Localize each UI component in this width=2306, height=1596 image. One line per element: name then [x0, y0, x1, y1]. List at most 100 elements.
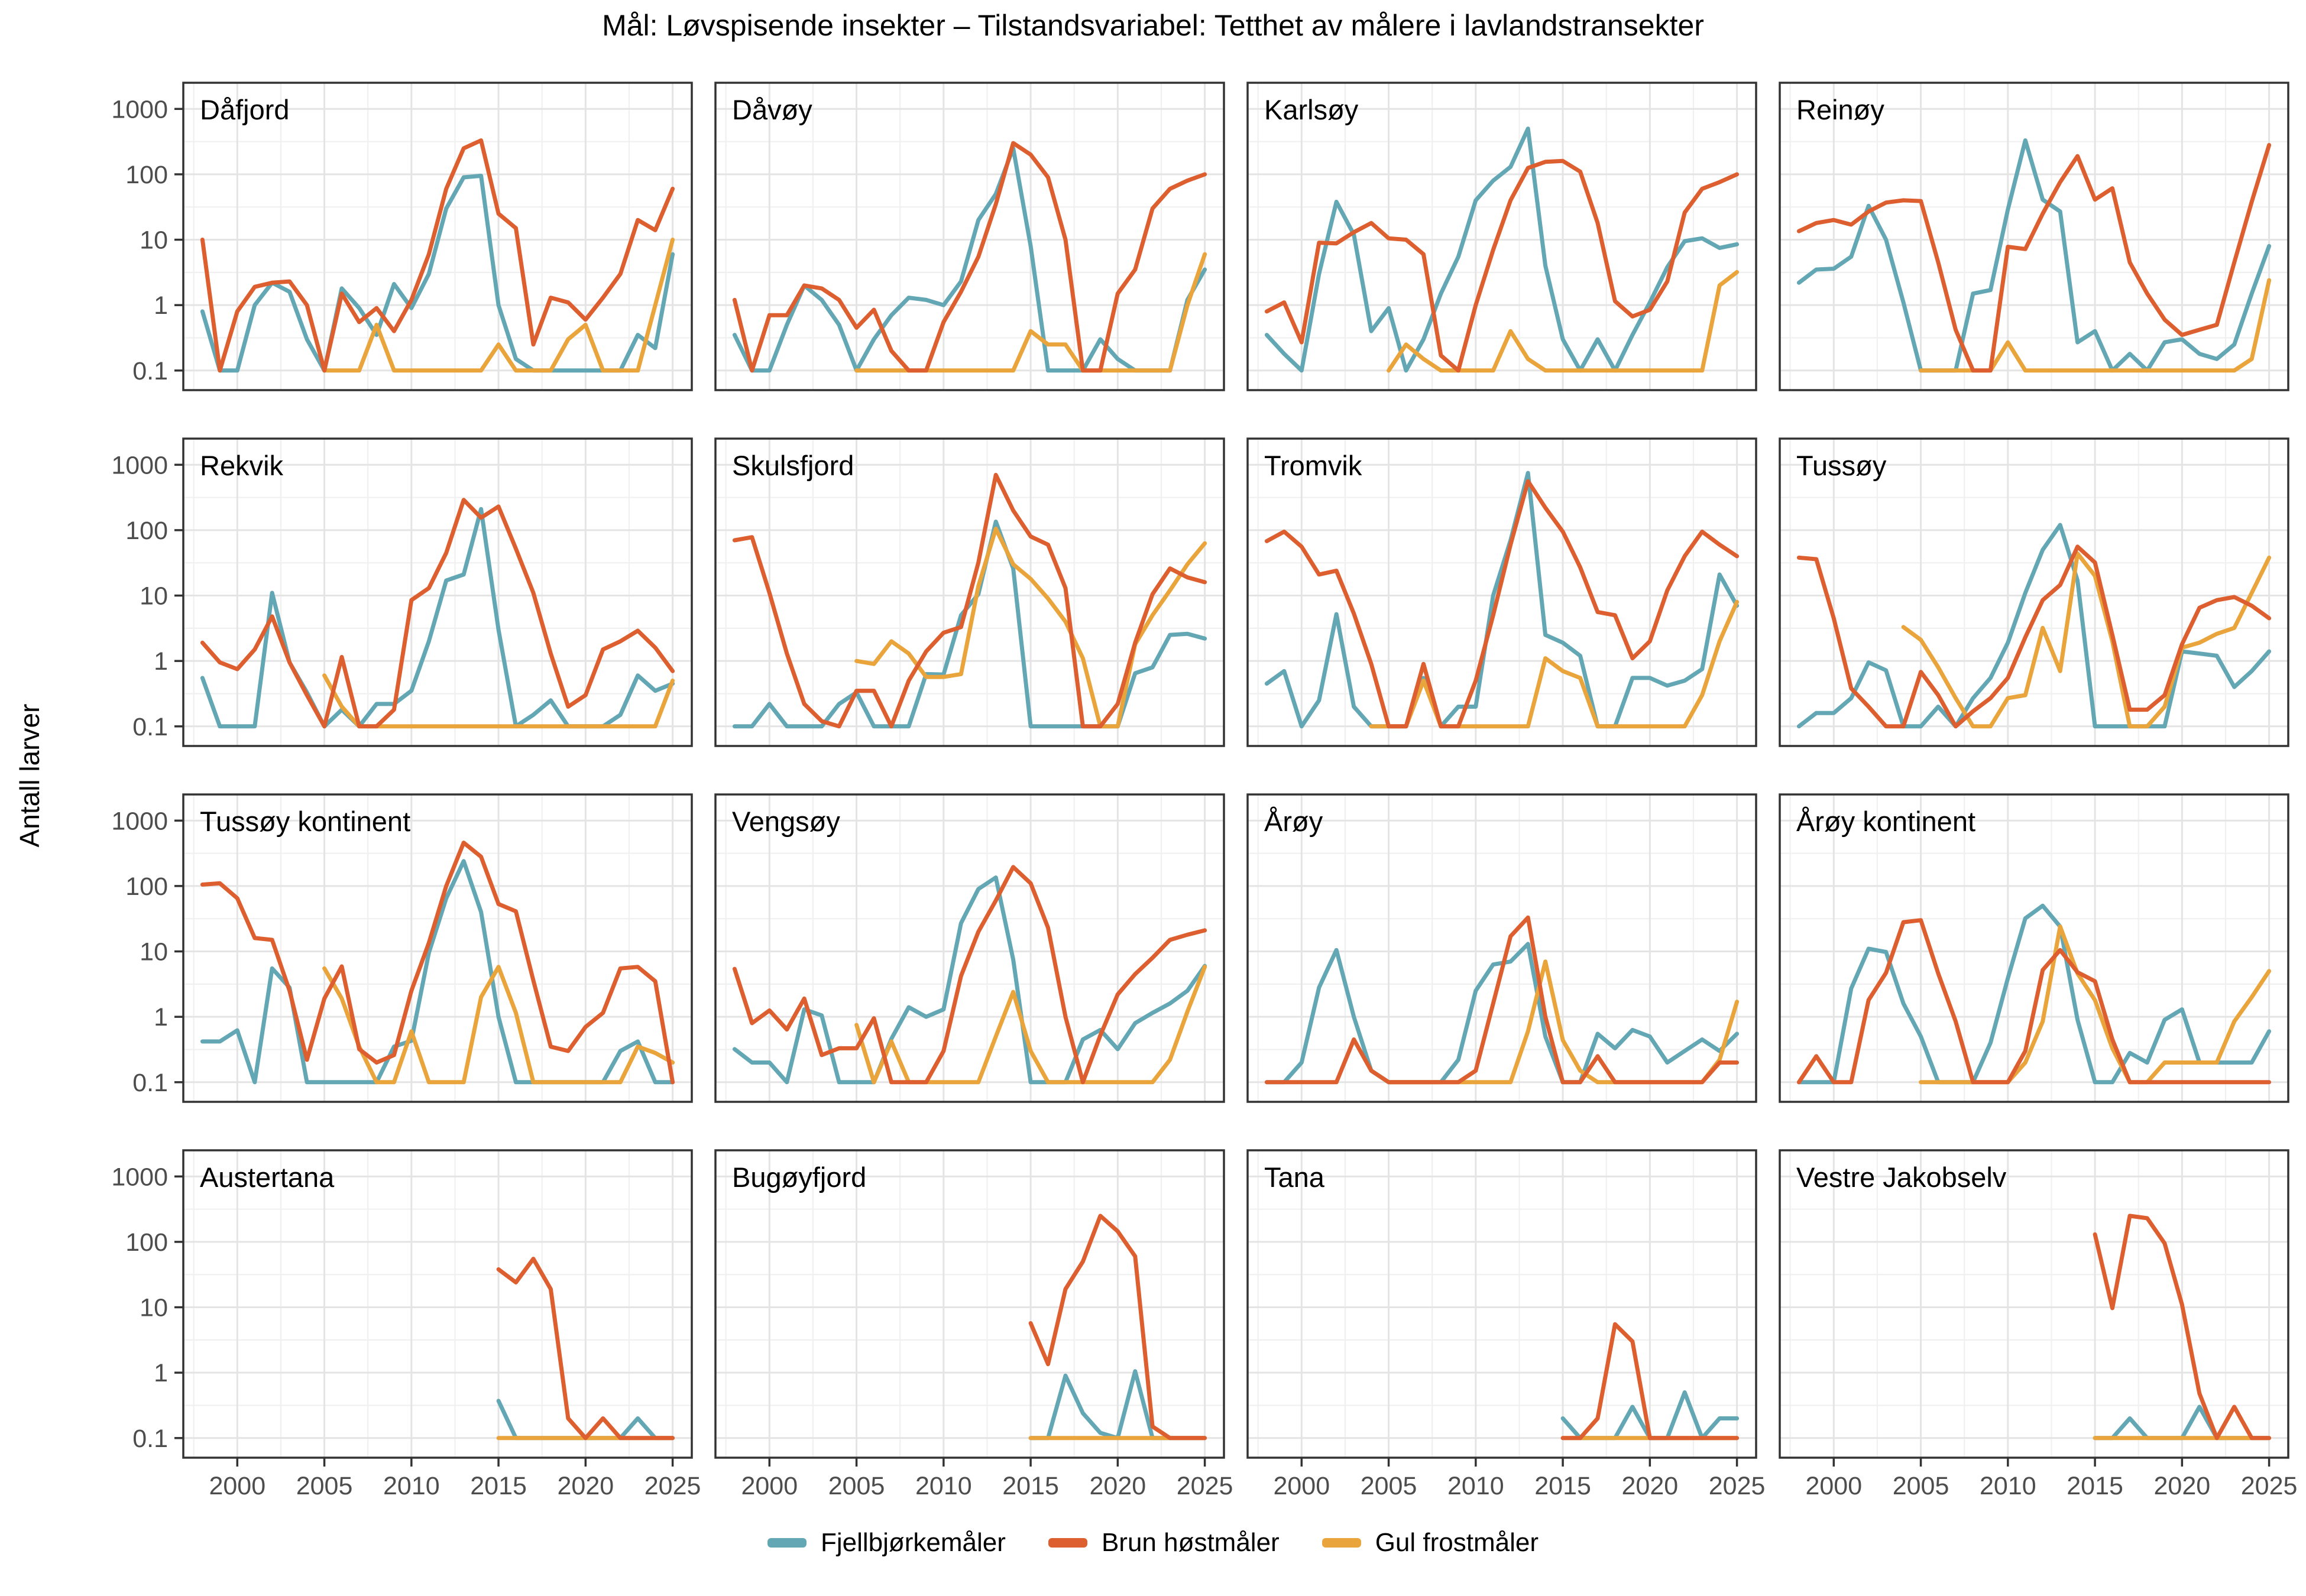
panel-label: Tussøy: [1796, 450, 1887, 481]
series-line-blue: [1264, 471, 1740, 729]
series-line-red: [496, 1257, 675, 1441]
y-tick-label: 10: [140, 226, 168, 255]
panel-label: Vengsøy: [732, 806, 840, 837]
panel-border: [182, 82, 693, 391]
chart-title: Mål: Løvspisende insekter – Tilstandsvar…: [602, 9, 1704, 42]
panel-Tussøy: Tussøy: [1779, 437, 2289, 747]
x-tick-label: 2000: [741, 1472, 798, 1500]
panel-Tussøy kontinent: Tussøy kontinent 1000 100 10 1 0.1: [111, 793, 693, 1103]
x-tick-label: 2025: [644, 1472, 701, 1500]
panel-Vengsøy: Vengsøy: [714, 793, 1225, 1103]
x-tick-label: 2025: [1709, 1472, 1766, 1500]
x-tick-label: 2015: [1002, 1472, 1059, 1500]
y-tick-label: 1000: [111, 95, 168, 124]
y-tick-label: 0.1: [132, 357, 168, 385]
panel-border: [1246, 437, 1757, 747]
series-line-red: [1264, 158, 1740, 373]
x-tick-label: 2020: [1090, 1472, 1146, 1500]
legend-label: Brun høstmåler: [1101, 1528, 1280, 1557]
x-tick-label: 2020: [1622, 1472, 1679, 1500]
x-tick-label: 2000: [209, 1472, 265, 1500]
series-line-red: [2093, 1214, 2272, 1441]
series-line-yellow: [322, 965, 675, 1085]
y-tick-label: 1000: [111, 451, 168, 479]
y-tick-label: 1000: [111, 807, 168, 835]
series-line-red: [200, 138, 675, 373]
panel-label: Dåvøy: [732, 94, 812, 125]
series-line-yellow: [1901, 551, 2272, 729]
panel-border: [1246, 793, 1757, 1103]
series-line-red: [1028, 1214, 1207, 1441]
series-line-red: [732, 865, 1207, 1085]
series-line-yellow: [1387, 270, 1740, 373]
panel-label: Skulsfjord: [732, 450, 854, 481]
y-tick-label: 10: [140, 938, 168, 966]
x-tick-label: 2000: [1273, 1472, 1330, 1500]
panel-Skulsfjord: Skulsfjord: [714, 437, 1225, 747]
x-tick-label: 2000: [1805, 1472, 1862, 1500]
panel-border: [714, 793, 1225, 1103]
series-line-blue: [1796, 523, 2272, 729]
panel-Karlsøy: Karlsøy: [1246, 82, 1757, 391]
y-tick-label: 0.1: [132, 713, 168, 741]
series-line-blue: [732, 520, 1207, 729]
y-tick-label: 1: [154, 291, 168, 320]
legend-item-brun-hostmaler: Brun høstmåler: [1048, 1528, 1280, 1558]
fjellbjorkemaler-line-swatch-icon: [767, 1538, 807, 1548]
panel-border: [182, 437, 693, 747]
series-line-red: [1796, 544, 2272, 729]
series-line-blue: [732, 875, 1207, 1085]
panel-border: [714, 82, 1225, 391]
y-tick-label: 100: [125, 161, 168, 189]
panel-label: Bugøyfjord: [732, 1162, 866, 1193]
series-line-red: [1264, 479, 1740, 729]
panel-Dåvøy: Dåvøy: [714, 82, 1225, 391]
series-line-red: [1560, 1322, 1740, 1441]
legend-item-fjellbjorkemaler: Fjellbjørkemåler: [767, 1528, 1006, 1558]
y-tick-label: 10: [140, 582, 168, 611]
panel-label: Tussøy kontinent: [200, 806, 410, 837]
y-tick-label: 100: [125, 1228, 168, 1257]
series-line-red: [200, 498, 675, 729]
series-line-blue: [200, 173, 675, 373]
series-line-blue: [732, 146, 1207, 373]
series-line-yellow: [322, 238, 675, 373]
y-tick-label: 100: [125, 517, 168, 545]
y-tick-label: 1000: [111, 1163, 168, 1191]
y-tick-label: 1: [154, 1003, 168, 1031]
panel-label: Austertana: [200, 1162, 335, 1193]
series-line-red: [1796, 918, 2272, 1085]
panel-Årøy kontinent: Årøy kontinent: [1779, 793, 2289, 1103]
y-tick-label: 100: [125, 872, 168, 901]
x-tick-label: 2020: [2154, 1472, 2211, 1500]
panel-border: [1246, 1149, 1757, 1459]
y-tick-label: 0.1: [132, 1069, 168, 1097]
panel-label: Tromvik: [1264, 450, 1362, 481]
series-line-yellow: [1369, 599, 1740, 729]
x-tick-label: 2015: [470, 1472, 527, 1500]
y-tick-label: 0.1: [132, 1425, 168, 1453]
panel-border: [1779, 1149, 2289, 1459]
series-line-blue: [1796, 903, 2272, 1085]
panel-border: [1779, 793, 2289, 1103]
panel-Tromvik: Tromvik: [1246, 437, 1757, 747]
panel-Tana: Tana 2000 2005 2010 2015 2020 2025: [1246, 1149, 1766, 1500]
panel-border: [714, 437, 1225, 747]
series-line-red: [200, 841, 675, 1085]
brun-hostmaler-line-swatch-icon: [1048, 1538, 1087, 1548]
series-line-red: [732, 472, 1207, 729]
panel-Reinøy: Reinøy: [1779, 82, 2289, 391]
y-tick-label: 1: [154, 1359, 168, 1387]
panel-Austertana: Austertana 1000 100 10 1 0.1 2000 2005 2010 2015 2…: [111, 1149, 701, 1500]
series-line-yellow: [854, 527, 1207, 729]
x-tick-label: 2005: [1893, 1472, 1949, 1500]
x-tick-label: 2020: [558, 1472, 614, 1500]
panel-border: [1779, 82, 2289, 391]
x-tick-label: 2010: [1447, 1472, 1504, 1500]
panel-label: Vestre Jakobselv: [1796, 1162, 2007, 1193]
legend-item-gul-frostmaler: Gul frostmåler: [1322, 1528, 1539, 1558]
x-tick-label: 2010: [915, 1472, 972, 1500]
panel-border: [182, 793, 693, 1103]
